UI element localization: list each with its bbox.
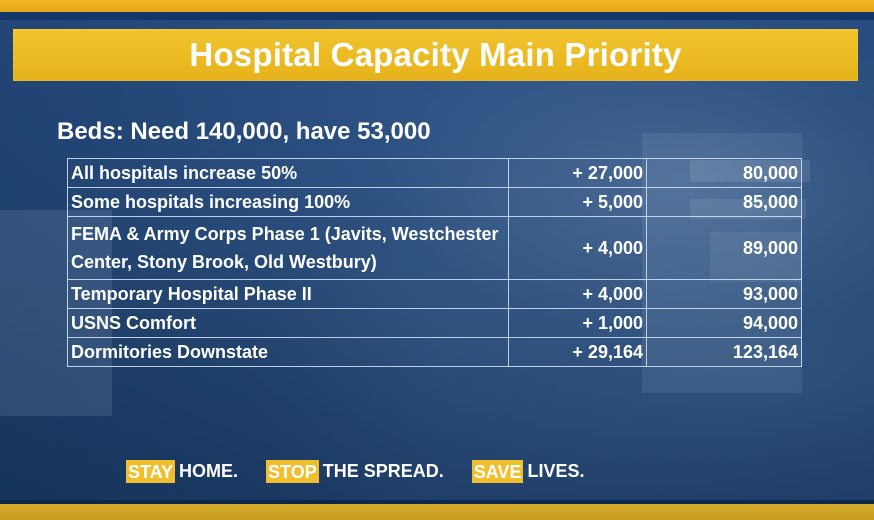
row-total: 80,000 [646, 158, 802, 188]
table-row: Dormitories Downstate + 29,164 123,164 [67, 337, 802, 367]
row-label: Dormitories Downstate [67, 337, 509, 367]
tagline-text: LIVES. [527, 461, 585, 481]
table-row: Some hospitals increasing 100% + 5,000 8… [67, 187, 802, 217]
row-label: Temporary Hospital Phase II [67, 279, 509, 309]
tagline-group: STOP THE SPREAD. [266, 459, 444, 483]
table-row: All hospitals increase 50% + 27,000 80,0… [67, 158, 802, 188]
row-total: 93,000 [646, 279, 802, 309]
bottom-divider [0, 500, 874, 504]
row-change: + 29,164 [508, 337, 647, 367]
tagline-highlight: STOP [266, 459, 319, 483]
tagline-highlight: STAY [126, 459, 176, 483]
row-label: Some hospitals increasing 100% [67, 187, 509, 217]
slide-subtitle: Beds: Need 140,000, have 53,000 [57, 118, 431, 145]
row-label: USNS Comfort [67, 308, 509, 338]
row-total: 89,000 [646, 216, 802, 280]
capacity-table-wrapper: All hospitals increase 50% + 27,000 80,0… [67, 158, 802, 367]
tagline-text: THE SPREAD. [322, 461, 444, 481]
top-accent-stripe [0, 0, 874, 12]
row-change: + 1,000 [508, 308, 647, 338]
tagline: STAY HOME. STOP THE SPREAD. SAVE LIVES. [126, 457, 746, 485]
row-change: + 4,000 [508, 216, 647, 280]
bottom-accent-stripe [0, 504, 874, 520]
row-change: + 4,000 [508, 279, 647, 309]
tagline-group: SAVE LIVES. [471, 459, 585, 483]
row-total: 85,000 [646, 187, 802, 217]
tagline-text: HOME. [179, 461, 239, 481]
row-total: 94,000 [646, 308, 802, 338]
row-total: 123,164 [646, 337, 802, 367]
tagline-group: STAY HOME. [126, 459, 239, 483]
table-row: USNS Comfort + 1,000 94,000 [67, 308, 802, 338]
row-label: All hospitals increase 50% [67, 158, 509, 188]
title-banner: Hospital Capacity Main Priority [13, 29, 858, 81]
top-divider [0, 12, 874, 20]
row-label: FEMA & Army Corps Phase 1 (Javits, Westc… [67, 216, 509, 280]
slide-title: Hospital Capacity Main Priority [189, 36, 682, 73]
table-row: Temporary Hospital Phase II + 4,000 93,0… [67, 279, 802, 309]
row-change: + 27,000 [508, 158, 647, 188]
table-row: FEMA & Army Corps Phase 1 (Javits, Westc… [67, 216, 802, 280]
capacity-table: All hospitals increase 50% + 27,000 80,0… [67, 158, 802, 367]
row-change: + 5,000 [508, 187, 647, 217]
tagline-highlight: SAVE [471, 459, 524, 483]
